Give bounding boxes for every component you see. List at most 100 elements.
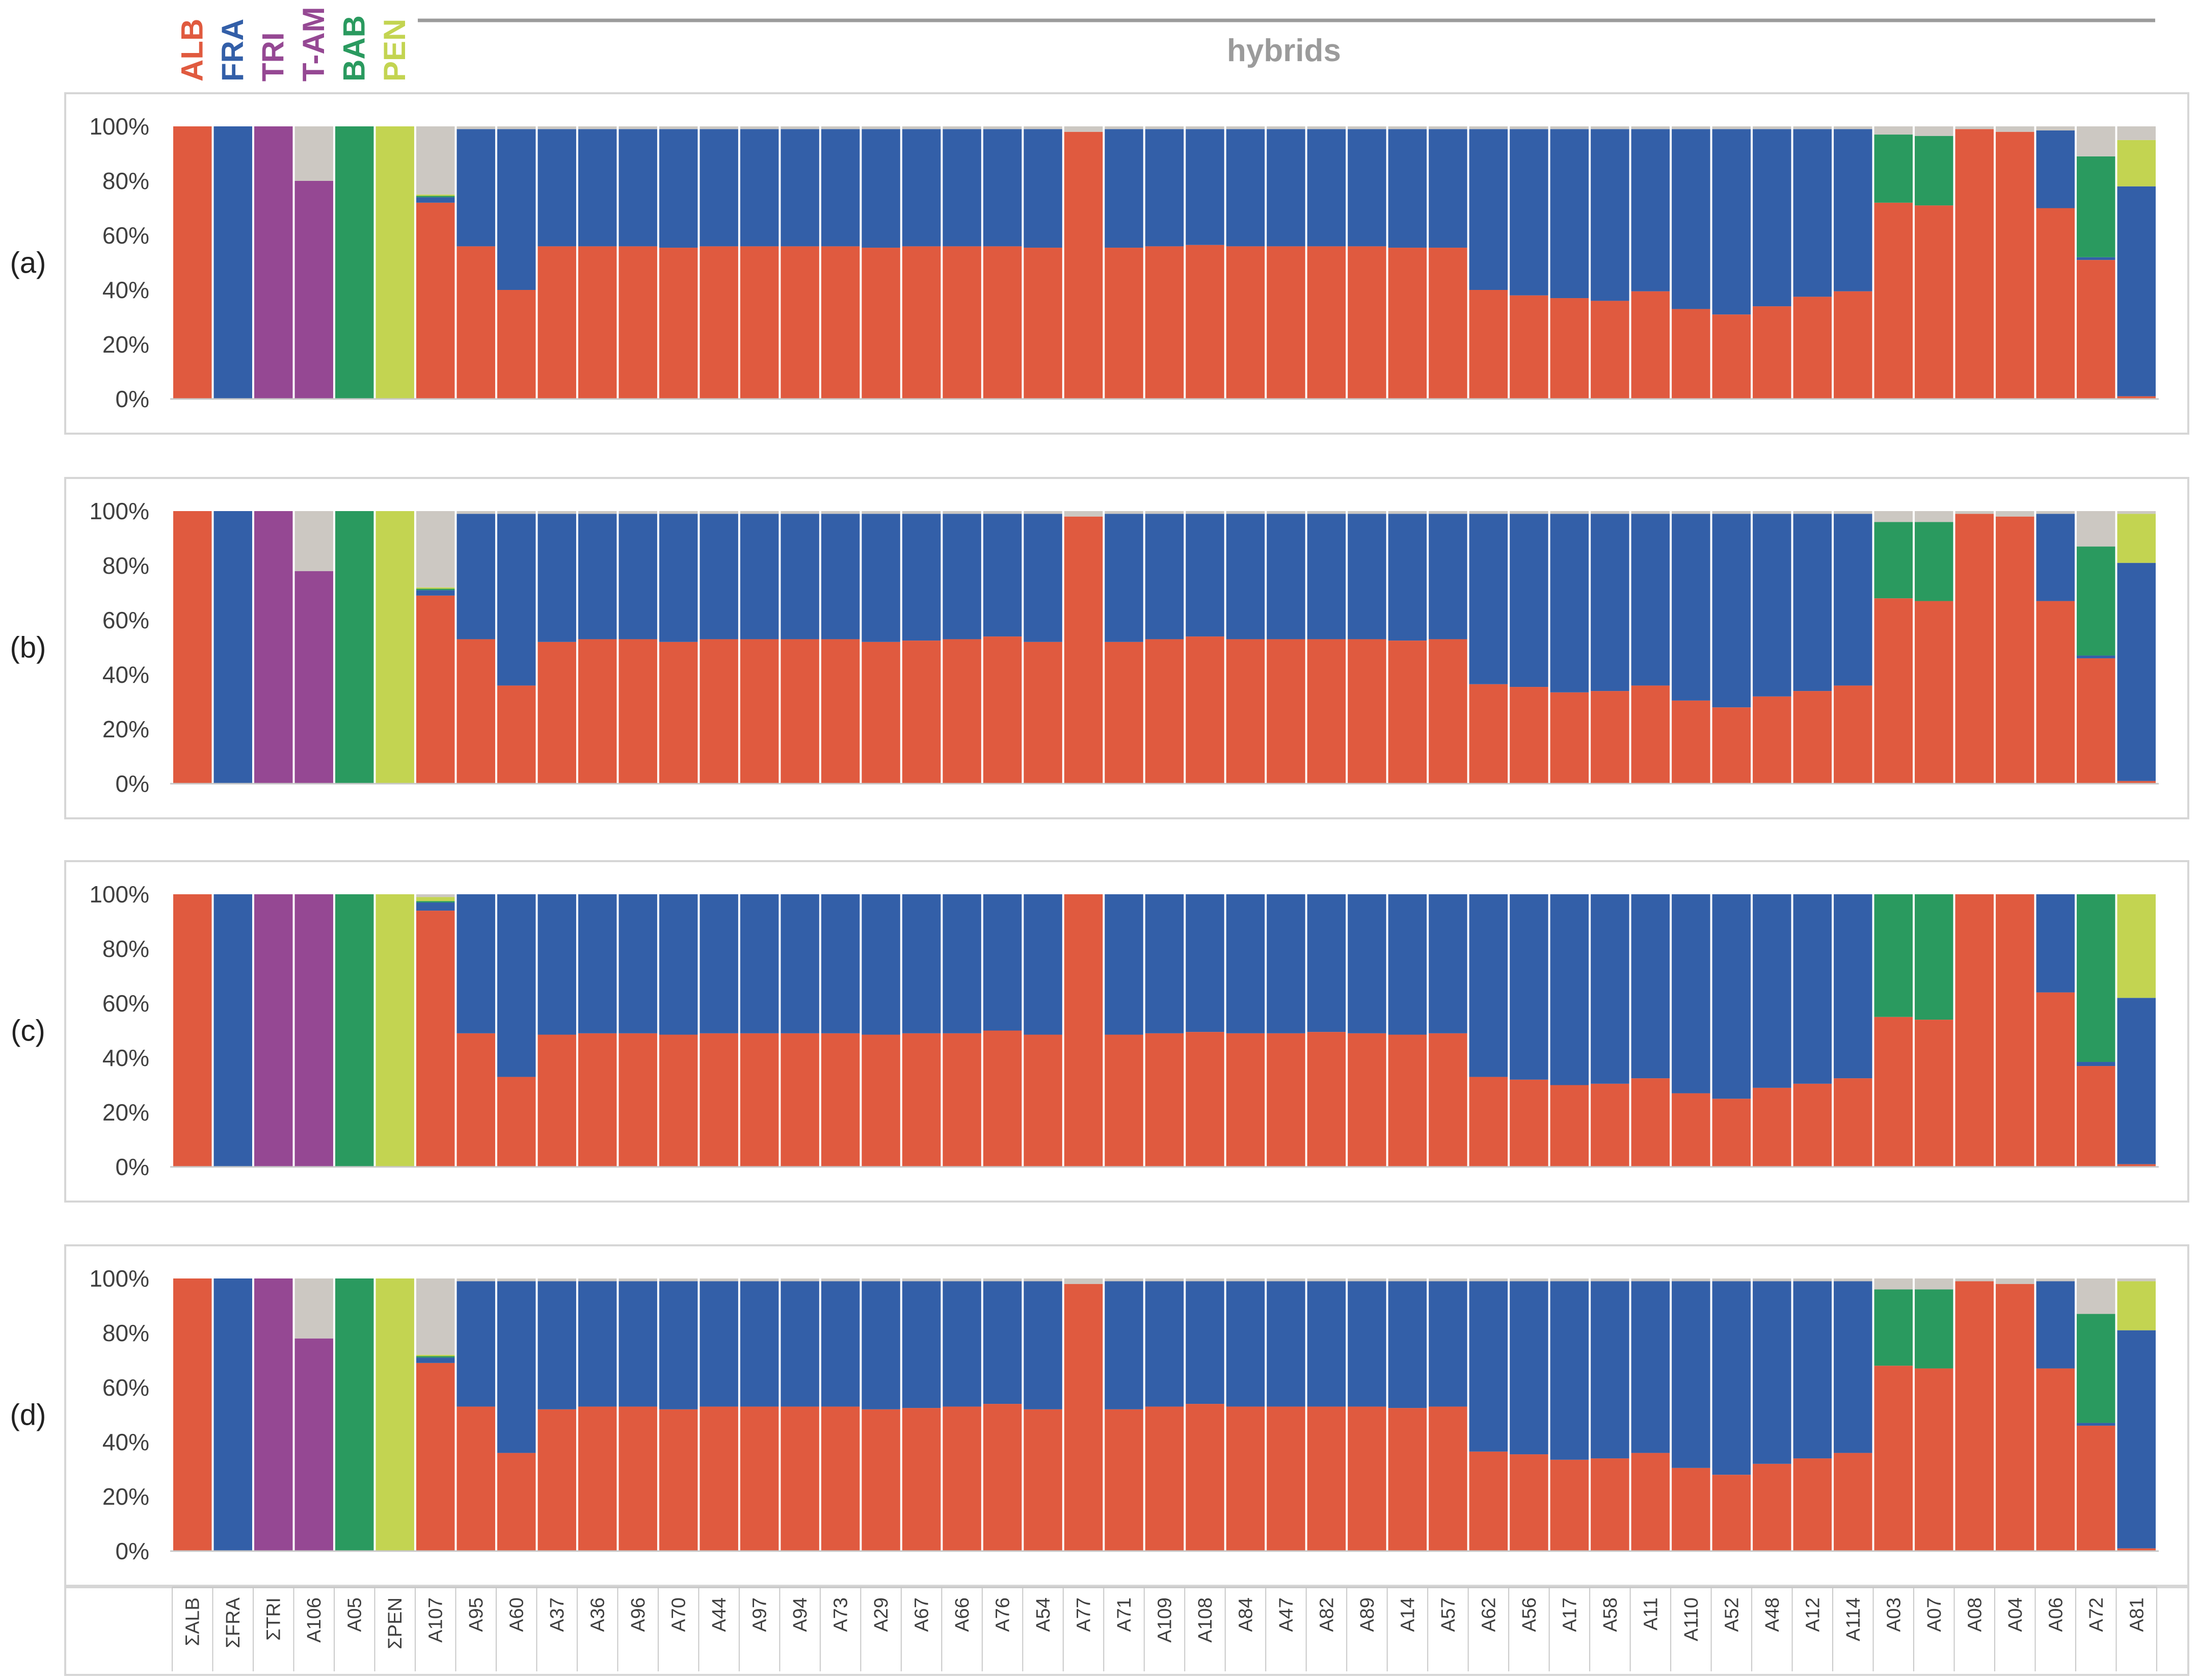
- bar-segment-unassigned: [619, 511, 657, 514]
- bar-segment-pen: [2117, 140, 2156, 186]
- bar-segment-unassigned: [1469, 126, 1508, 129]
- bar-segment-fra: [1591, 514, 1629, 691]
- bar-segment-alb: [1834, 291, 1872, 399]
- bar-segment-fra: [1186, 514, 1224, 637]
- bar-segment-pen: [2117, 894, 2156, 998]
- bar-segment-unassigned: [1348, 126, 1386, 129]
- sample-label: A05: [344, 1597, 366, 1632]
- bar-segment-alb: [1024, 1034, 1062, 1167]
- bar-segment-tri: [294, 894, 333, 1167]
- sample-label: A110: [1681, 1597, 1702, 1641]
- bar-segment-alb: [1024, 642, 1062, 784]
- bar-segment-alb: [1631, 1453, 1670, 1551]
- sample-axis-frame: [64, 1586, 2189, 1676]
- bar-segment-unassigned: [862, 1278, 900, 1282]
- bar-segment-unassigned: [1469, 1278, 1508, 1282]
- bar-segment-alb: [700, 246, 738, 399]
- bar-segment-alb: [1145, 1406, 1184, 1551]
- bar-segment-alb: [497, 1077, 536, 1167]
- bar-segment-alb: [1793, 1458, 1832, 1551]
- bar-segment-fra: [1105, 129, 1143, 248]
- bar-segment-alb: [1834, 1078, 1872, 1167]
- bar-segment-alb: [1429, 248, 1467, 399]
- bar-segment-unassigned: [1105, 511, 1143, 514]
- bar-segment-fra: [821, 129, 860, 247]
- sample-label: A47: [1276, 1597, 1297, 1632]
- bar-segment-unassigned: [740, 511, 779, 514]
- bar-segment-fra: [902, 1281, 941, 1408]
- bar-segment-fra: [1348, 894, 1386, 1033]
- bar-segment-unassigned: [1672, 511, 1710, 514]
- bar-segment-alb: [1348, 1406, 1386, 1551]
- bar-segment-unassigned: [2117, 126, 2156, 140]
- bar-segment-unassigned: [619, 126, 657, 129]
- bar-segment-alb: [2077, 658, 2115, 784]
- bar-segment-fra: [1672, 129, 1710, 309]
- bar-segment-unassigned: [943, 1278, 981, 1282]
- bar-segment-fra: [1429, 514, 1467, 639]
- bar-segment-fra: [1226, 1281, 1265, 1407]
- bar-segment-fra: [1024, 1281, 1062, 1409]
- sample-label: A77: [1074, 1597, 1095, 1632]
- group-label-fra: FRA: [216, 19, 250, 82]
- bar-segment-unassigned: [1550, 1278, 1589, 1282]
- bar-segment-fra: [213, 126, 252, 399]
- bar-segment-fra: [1267, 129, 1305, 247]
- bar-segment-unassigned: [416, 894, 455, 897]
- bar-segment-unassigned: [1753, 126, 1791, 129]
- bar-segment-fra: [457, 129, 495, 247]
- bar-segment-unassigned: [1307, 126, 1346, 129]
- bar-segment-fra: [1510, 514, 1548, 687]
- bar-segment-fra: [1145, 894, 1184, 1033]
- bar-segment-alb: [2036, 208, 2075, 399]
- bar-segment-unassigned: [416, 1278, 455, 1355]
- bar-segment-bab: [1915, 136, 1953, 206]
- bar-segment-fra: [983, 894, 1022, 1031]
- y-tick-label: 40%: [102, 277, 149, 303]
- bar-segment-alb: [821, 1406, 860, 1551]
- sample-label: A109: [1155, 1597, 1176, 1643]
- bar-segment-unassigned: [457, 511, 495, 514]
- bar-segment-bab: [416, 196, 455, 198]
- bar-segment-fra: [902, 514, 941, 641]
- bar-segment-fra: [1429, 129, 1467, 248]
- bar-segment-fra: [619, 514, 657, 639]
- bar-segment-fra: [457, 1281, 495, 1407]
- bar-segment-alb: [2036, 1368, 2075, 1551]
- bar-segment-fra: [1753, 1281, 1791, 1464]
- bar-segment-bab: [335, 126, 374, 399]
- bar-segment-unassigned: [1307, 1278, 1346, 1282]
- bar-segment-unassigned: [659, 126, 698, 129]
- bar-segment-fra: [2036, 514, 2075, 601]
- bar-segment-fra: [1024, 514, 1062, 642]
- bar-segment-unassigned: [700, 511, 738, 514]
- bar-segment-unassigned: [2117, 511, 2156, 514]
- bar-segment-alb: [943, 1033, 981, 1167]
- bar-segment-alb: [173, 894, 212, 1167]
- bar-segment-alb: [1996, 131, 2034, 399]
- bar-segment-tri: [254, 511, 293, 784]
- bar-segment-tri: [254, 1278, 293, 1551]
- bar-segment-fra: [1348, 1281, 1386, 1407]
- bar-segment-alb: [700, 1406, 738, 1551]
- bar-segment-alb: [1469, 290, 1508, 399]
- bar-segment-alb: [1672, 309, 1710, 399]
- bar-segment-alb: [2117, 396, 2156, 399]
- bar-segment-fra: [659, 514, 698, 642]
- y-tick-label: 0%: [116, 770, 149, 797]
- bar-segment-unassigned: [1631, 1278, 1670, 1282]
- bar-segment-fra: [1226, 894, 1265, 1033]
- bar-segment-pen: [416, 587, 455, 589]
- bar-segment-fra: [1388, 894, 1427, 1035]
- bar-segment-alb: [1186, 636, 1224, 784]
- bar-segment-fra: [1550, 514, 1589, 692]
- bar-segment-fra: [578, 129, 617, 247]
- bar-segment-alb: [1591, 1458, 1629, 1551]
- bar-segment-unassigned: [1226, 511, 1265, 514]
- bar-segment-fra: [2117, 186, 2156, 396]
- bar-segment-tri: [254, 126, 293, 399]
- bar-segment-alb: [1753, 1087, 1791, 1167]
- group-label-bab: BAB: [337, 15, 371, 82]
- bar-segment-fra: [781, 514, 819, 639]
- bar-segment-fra: [1510, 894, 1548, 1080]
